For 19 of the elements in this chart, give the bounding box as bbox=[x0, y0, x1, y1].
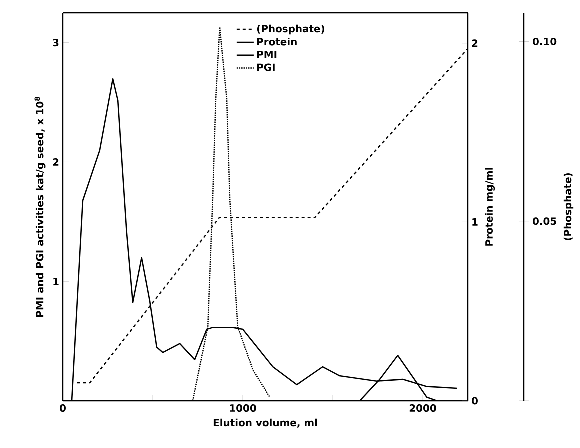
x-tick-label: 1000 bbox=[230, 404, 256, 412]
x-tick-label: 2000 bbox=[410, 404, 436, 412]
y3-tick-label: 0.10 bbox=[532, 38, 557, 46]
legend-label: (Phosphate) bbox=[257, 24, 324, 35]
y2-axis-title: Protein mg/ml bbox=[485, 168, 496, 246]
y2-tick-label: 2 bbox=[472, 40, 478, 48]
y-tick-label: 2 bbox=[53, 158, 59, 166]
y2-tick-label: 0 bbox=[472, 397, 478, 405]
legend-label: PMI bbox=[258, 51, 277, 58]
y-axis-title: PMI and PGI activities kat/g seed, x 10$^{8}$ bbox=[34, 97, 46, 317]
x-tick-label: 0 bbox=[60, 404, 66, 412]
y2-tick-label: 1 bbox=[472, 218, 478, 226]
x-axis-title: Elution volume, ml bbox=[214, 418, 318, 428]
y-tick-label: 1 bbox=[54, 278, 59, 286]
legend-label: Protein bbox=[258, 38, 297, 46]
y-tick-label: 3 bbox=[53, 39, 59, 47]
legend-label: PGI bbox=[258, 64, 275, 72]
y3-tick-label: 0.05 bbox=[532, 218, 556, 226]
y3-axis-title: (Phosphate) bbox=[564, 173, 574, 241]
